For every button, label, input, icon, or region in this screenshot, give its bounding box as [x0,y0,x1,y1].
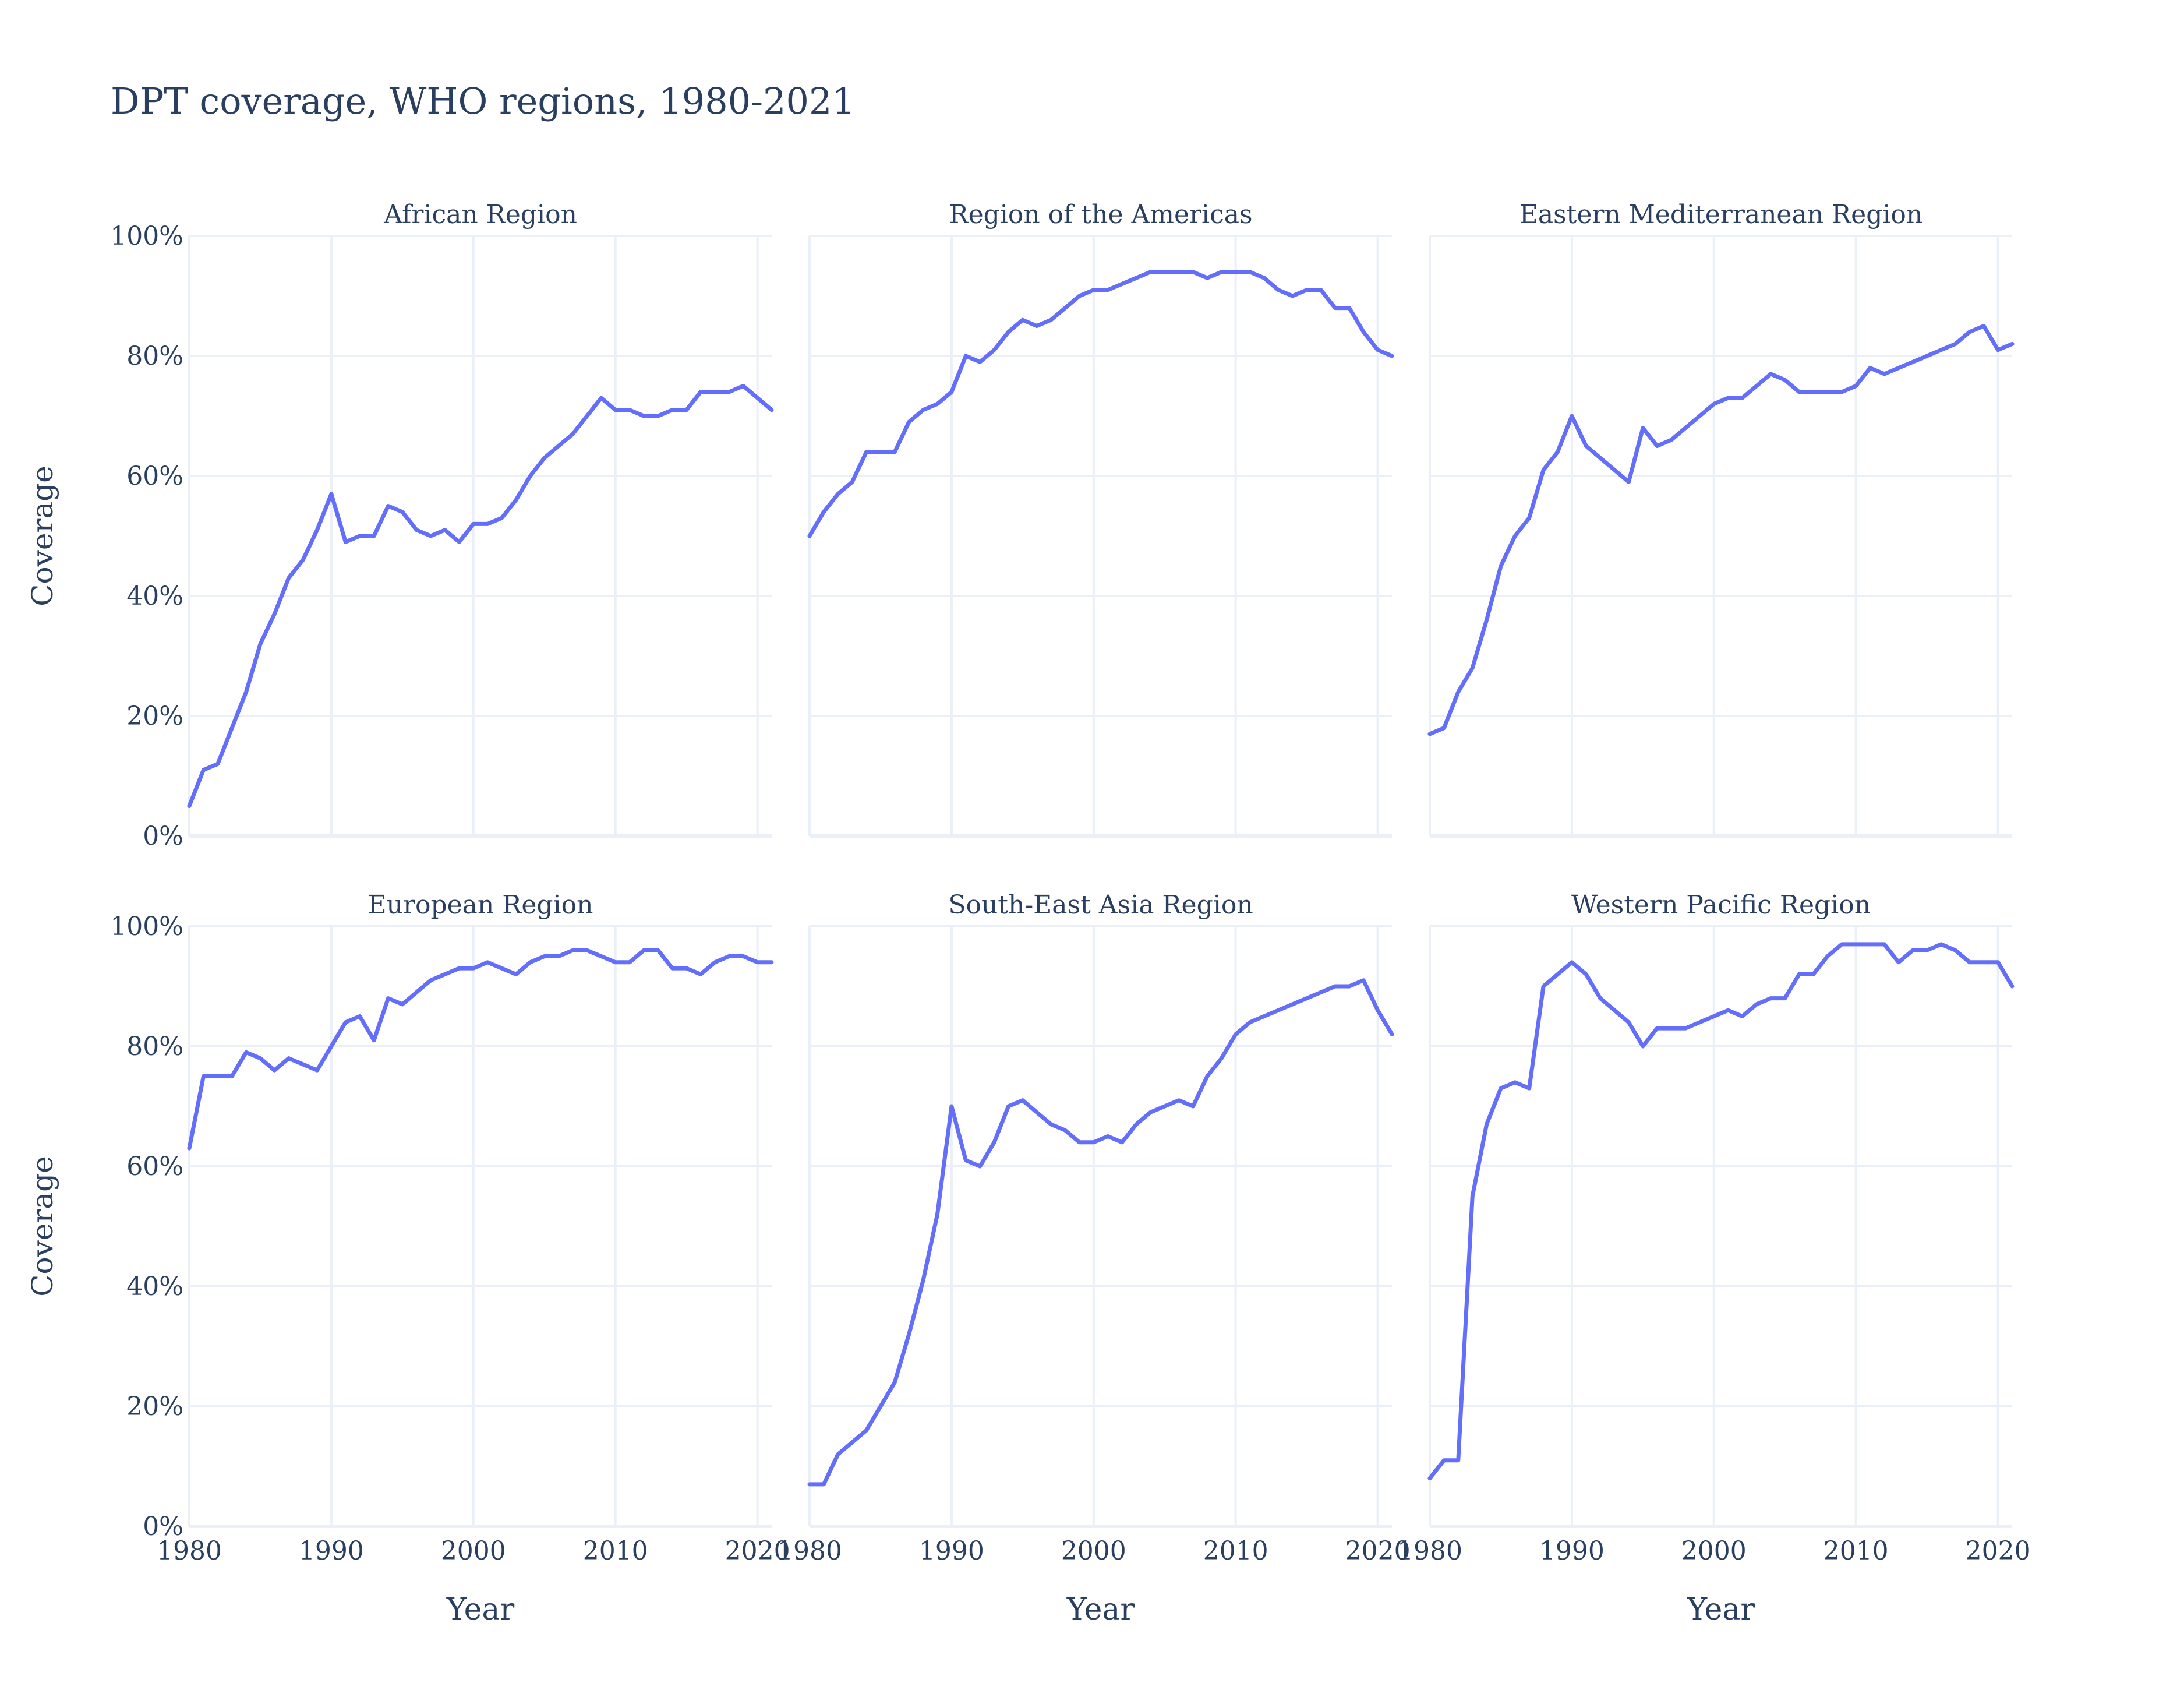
subplot-3: European Region 0% 20% 40% 60% 80% 100% Coverag… [26,890,790,1627]
x-tick-label: 1980 [1397,1536,1462,1566]
y-tick-label: 40% [126,1272,183,1301]
x-tick-label: 2010 [583,1536,648,1566]
y-tick-label: 100% [110,912,183,941]
y-axis-title: Coverage [26,1156,59,1297]
x-tick-label: 2000 [1681,1536,1747,1566]
y-tick-label: 80% [126,341,183,371]
series-line-5 [1427,942,2015,1481]
y-tick-label: 20% [126,701,183,731]
x-tick-label: 1980 [157,1536,222,1566]
y-tick-label: 40% [126,581,183,611]
x-tick-label: 2010 [1203,1536,1268,1566]
panel-title: Western Pacific Region [1571,890,1871,920]
x-axis-title: Year [1687,1592,1755,1627]
series-line-1 [807,270,1394,538]
x-tick-label: 2020 [725,1536,790,1566]
x-axis-title: Year [1066,1592,1135,1627]
y-tick-label: 60% [126,461,183,491]
panel-title: Eastern Mediterranean Region [1519,200,1923,230]
x-tick-label: 2020 [1966,1536,2031,1566]
x-tick-label: 1990 [299,1536,364,1566]
x-tick-label: 1980 [777,1536,842,1566]
series-line-0 [187,384,774,808]
y-tick-label: 0% [143,821,183,851]
x-tick-label: 2020 [1345,1536,1411,1566]
y-axis-title: Coverage [26,465,59,606]
series-line-4 [807,978,1394,1487]
subplot-0: African Region 0% 20% 40% 60% 80% 100% Coverage [26,200,774,851]
subplot-2: Eastern Mediterranean Region [1427,200,2015,838]
panel-title: African Region [383,200,577,230]
y-tick-label: 80% [126,1032,183,1061]
y-tick-label: 100% [110,221,183,251]
plots: African Region 0% 20% 40% 60% 80% 100% Coverage… [26,200,2031,1627]
panel-title: Region of the Americas [949,200,1252,230]
x-tick-label: 1990 [1539,1536,1605,1566]
series-line-3 [187,948,774,1151]
x-tick-label: 2000 [441,1536,506,1566]
y-tick-label: 0% [143,1512,183,1541]
x-tick-label: 1990 [919,1536,984,1566]
subplot-1: Region of the Americas [807,200,1394,838]
y-tick-label: 60% [126,1152,183,1181]
x-tick-label: 2000 [1061,1536,1126,1566]
subplot-5: Western Pacific Region 1980 1990 2000 2010 20… [1397,890,2031,1627]
panel-title: European Region [368,890,593,920]
chart-title: DPT coverage, WHO regions, 1980-2021 [111,80,855,122]
panel-title: South-East Asia Region [948,890,1253,920]
x-axis-title: Year [446,1592,515,1627]
x-tick-label: 2010 [1823,1536,1889,1566]
y-tick-label: 20% [126,1392,183,1421]
series-line-2 [1427,324,2015,736]
subplot-4: South-East Asia Region 1980 1990 2000 2010 20… [777,890,1411,1627]
